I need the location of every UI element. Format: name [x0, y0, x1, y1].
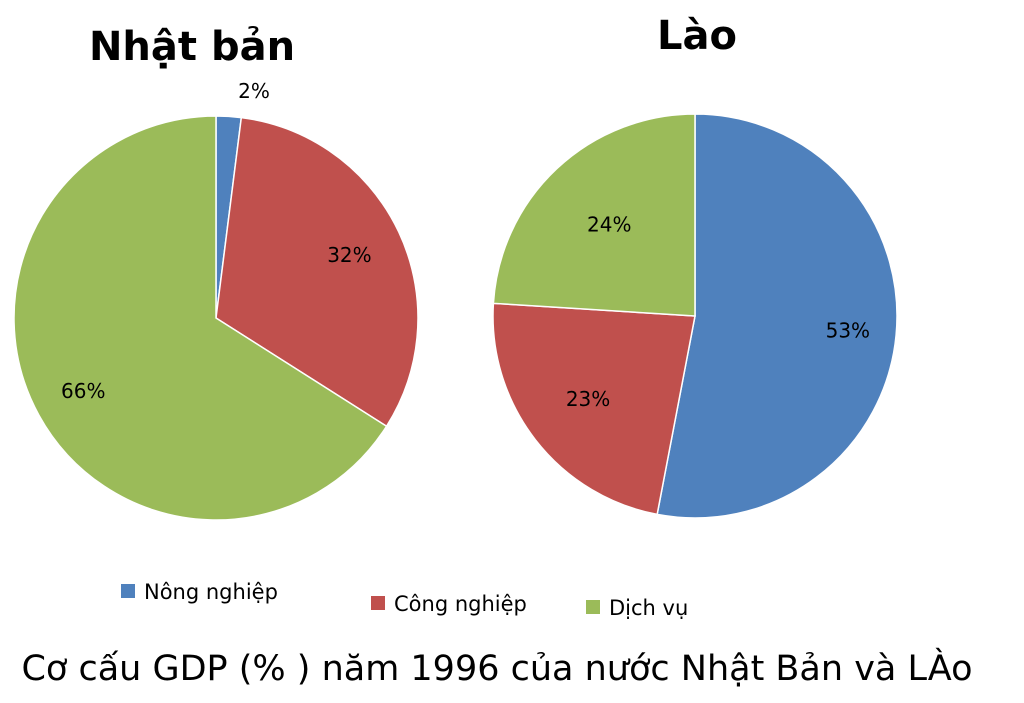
pie-slice-japan-dich-vu	[13, 115, 388, 521]
pie-label-japan-cong-nghiep: 32%	[327, 243, 371, 267]
legend-label-nong-nghiep: Nông nghiệp	[144, 580, 278, 604]
pie-title-japan: Nhật bản	[89, 24, 295, 70]
legend-item-cong-nghiep: Công nghiệp	[371, 592, 527, 616]
pie-slice-laos-dich-vu	[492, 113, 696, 317]
chart-legend: Nông nghiệp Công nghiệp Dịch vụ	[121, 580, 688, 620]
pie-slice-japan-cong-nghiep	[215, 116, 419, 428]
pie-title-laos: Lào	[657, 13, 737, 59]
pie-slice-laos-nong-nghiep	[656, 113, 898, 519]
pie-slice-laos-cong-nghiep	[492, 302, 696, 516]
pie-label-laos-dich-vu: 24%	[587, 213, 631, 237]
legend-swatch-nong-nghiep	[121, 584, 135, 598]
pie-label-japan-nong-nghiep: 2%	[238, 79, 270, 103]
legend-item-dich-vu: Dịch vụ	[586, 596, 688, 620]
legend-swatch-dich-vu	[586, 600, 600, 614]
chart-caption: Cơ cấu GDP (% ) năm 1996 của nước Nhật B…	[21, 647, 972, 689]
legend-item-nong-nghiep: Nông nghiệp	[121, 580, 278, 604]
pie-slices-japan	[13, 115, 419, 521]
pie-label-laos-cong-nghiep: 23%	[566, 387, 610, 411]
pie-slices-laos	[492, 113, 898, 519]
legend-label-dich-vu: Dịch vụ	[609, 596, 688, 620]
pie-chart-laos: Lào 53% 23% 24%	[492, 13, 898, 519]
pie-labels-japan: 2% 32% 66%	[61, 79, 372, 403]
pie-chart-japan: Nhật bản 2% 32% 66%	[13, 24, 419, 521]
legend-swatch-cong-nghiep	[371, 596, 385, 610]
pie-label-laos-nong-nghiep: 53%	[826, 318, 870, 342]
pie-labels-laos: 53% 23% 24%	[566, 213, 870, 411]
pie-label-japan-dich-vu: 66%	[61, 379, 105, 403]
legend-label-cong-nghiep: Công nghiệp	[394, 592, 527, 616]
